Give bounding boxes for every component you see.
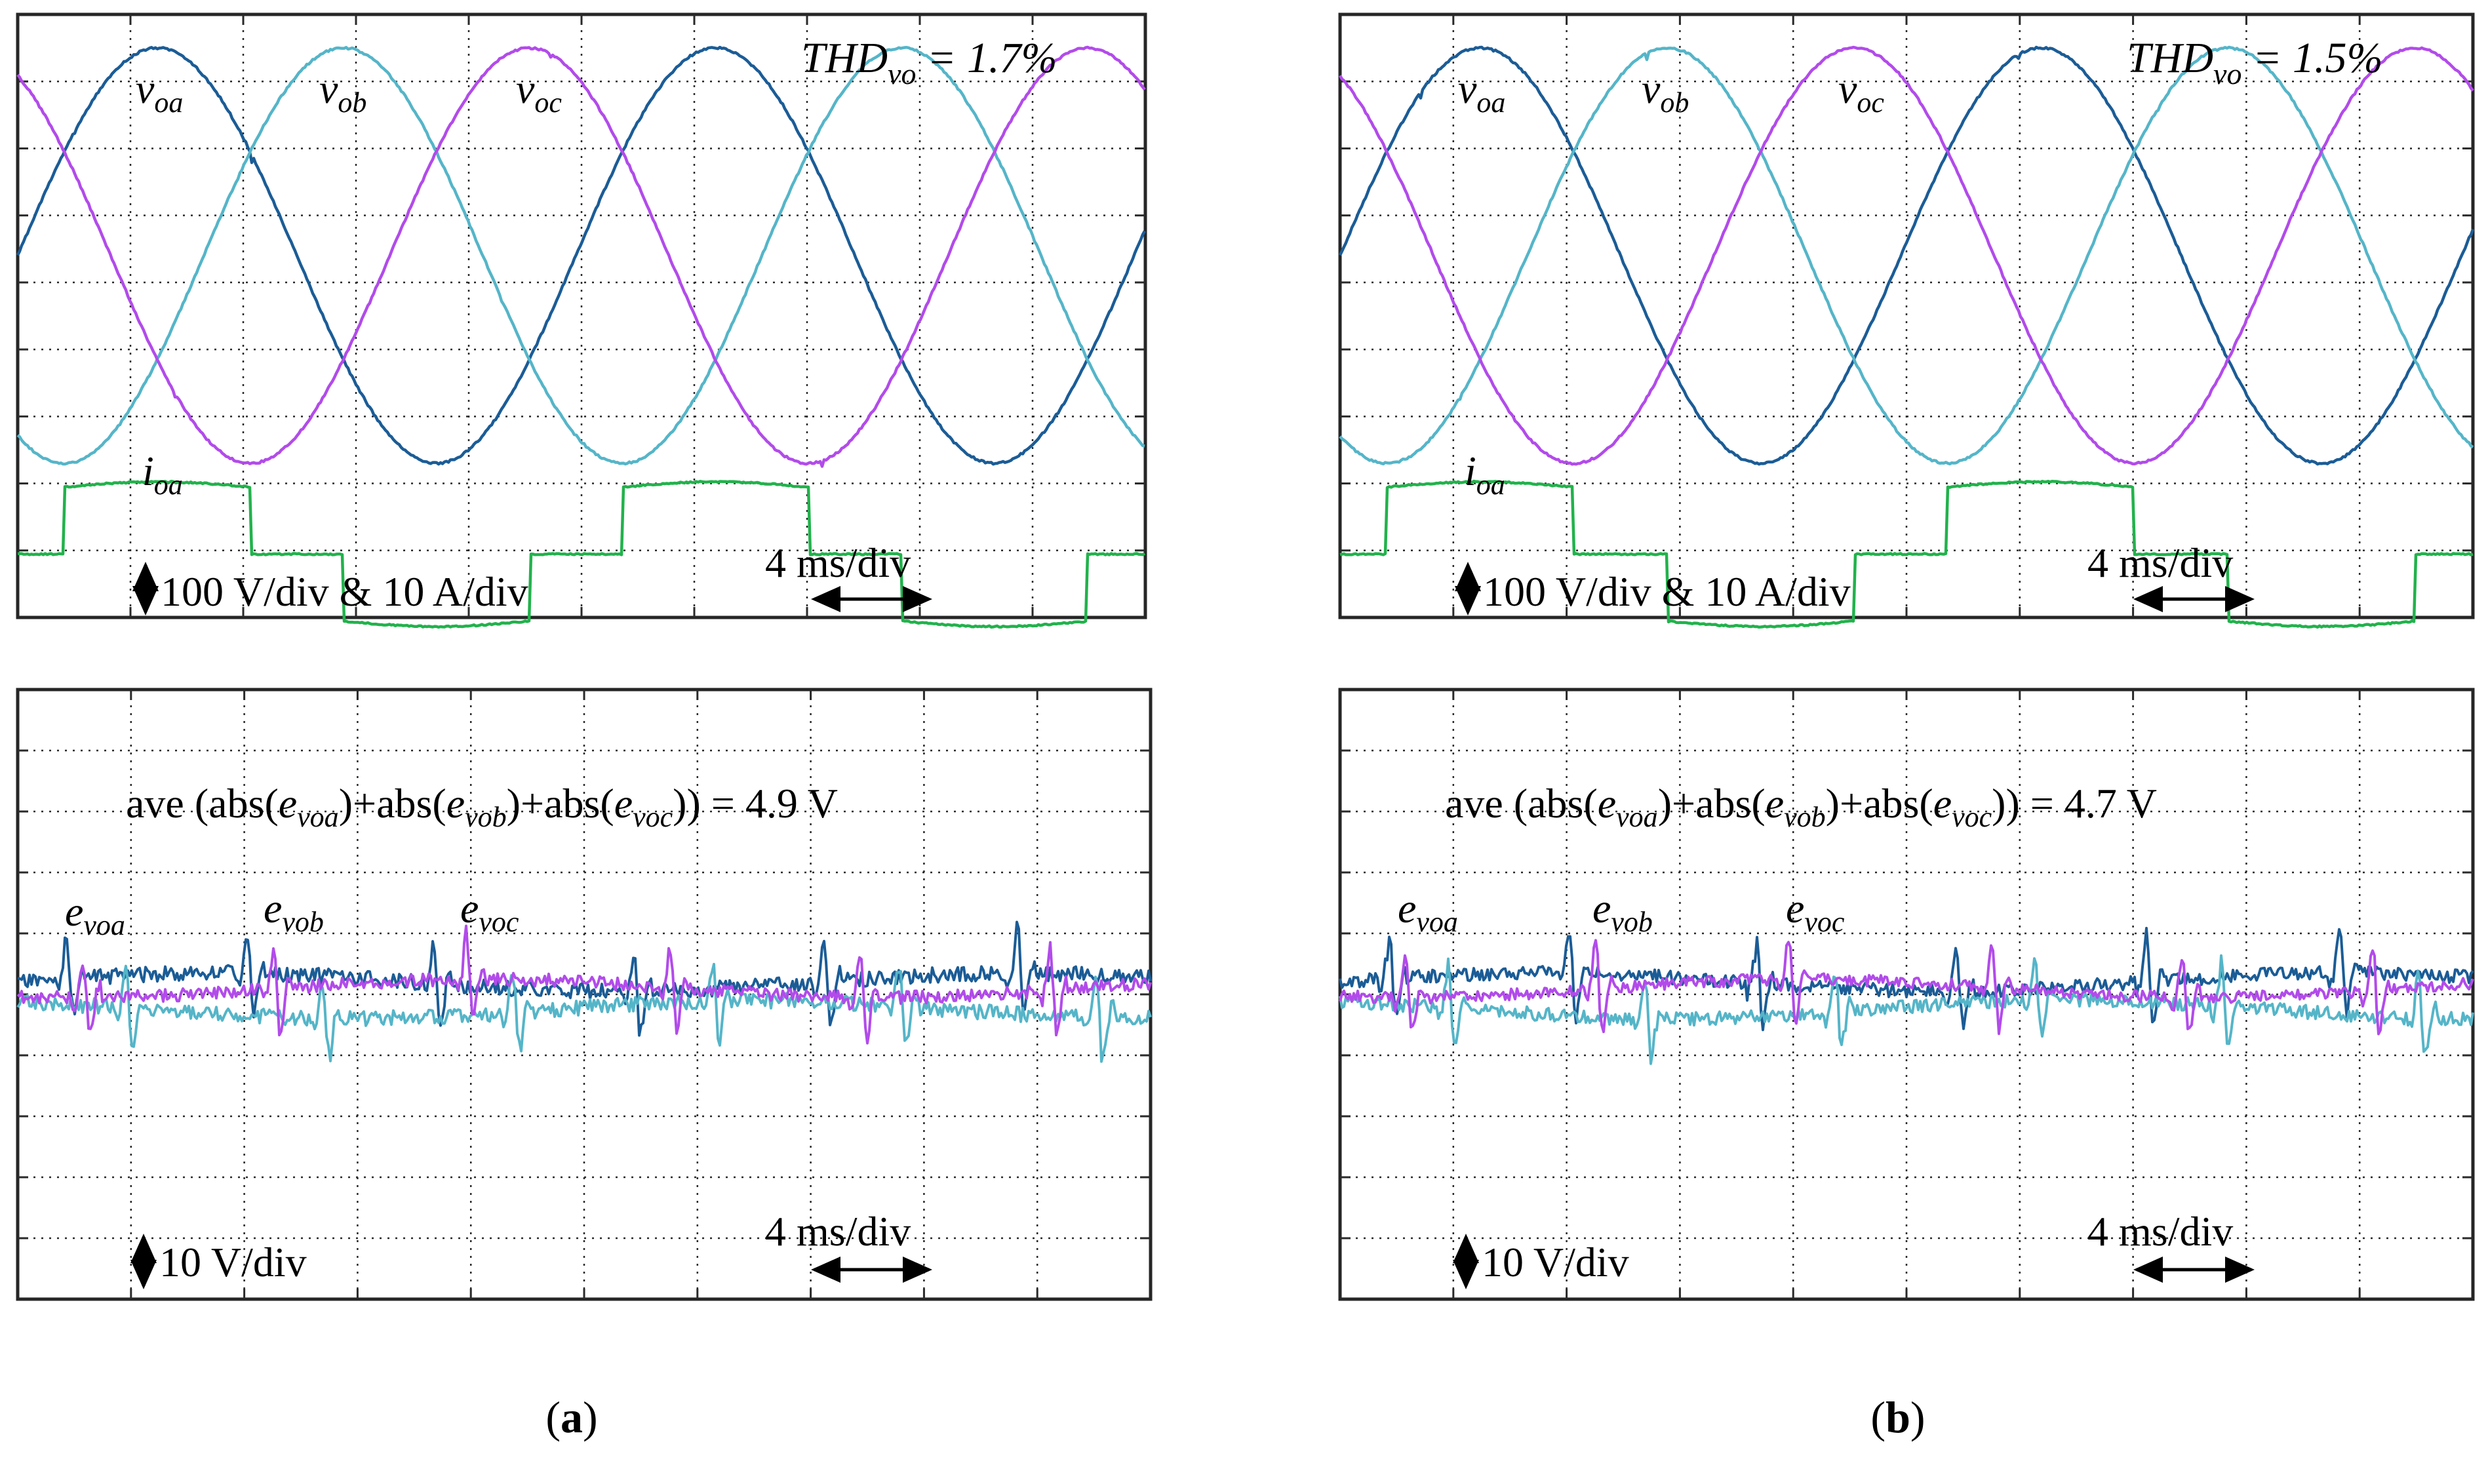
scope-b-top: THDvo = 1.5% voa vob voc ioa 100 V/div &… — [1338, 12, 2475, 629]
series-v-oc — [1339, 45, 2474, 466]
series-e-voc — [1339, 939, 2474, 1036]
label-e-voc: evoc — [1786, 885, 1845, 938]
scope-frame — [1338, 12, 2475, 619]
label-e-voa: evoa — [65, 888, 125, 941]
scope-frame — [16, 12, 1147, 619]
scope-a-bottom: ave (abs(evoa)+abs(evob)+abs(evoc)) = 4.… — [16, 688, 1153, 1301]
thd-label: THDvo = 1.7% — [801, 34, 1057, 90]
series-v-oc — [16, 45, 1146, 468]
time-scale-label: 4 ms/div — [2087, 1208, 2233, 1255]
label-i-oa: ioa — [142, 448, 183, 501]
caption-b: (b) — [1870, 1392, 1925, 1442]
series-i-oa — [1339, 479, 2474, 629]
scope-grid — [1340, 14, 2473, 617]
thd-label: THDvo = 1.5% — [2127, 34, 2382, 90]
series-e-vob — [16, 962, 1152, 1063]
svg-text:THDvo = 1.5%: THDvo = 1.5% — [2127, 34, 2382, 90]
vertical-scale-label: 10 V/div — [159, 1239, 307, 1285]
series-v-oa — [16, 45, 1146, 466]
series-i-oa — [17, 480, 1146, 629]
vertical-scale-label: 100 V/div & 10 A/div — [161, 568, 528, 615]
label-e-voc: evoc — [460, 885, 519, 938]
label-v-oa: voa — [136, 66, 183, 119]
ave-error-label: ave (abs(evoa)+abs(evob)+abs(evoc)) = 4.… — [126, 780, 838, 833]
series-v-ob — [16, 46, 1145, 466]
label-v-oc: voc — [516, 66, 562, 119]
scope-grid — [18, 690, 1151, 1299]
series-e-voc — [16, 924, 1152, 1045]
svg-text:THDvo = 1.7%: THDvo = 1.7% — [801, 34, 1057, 90]
label-v-oa: voa — [1458, 66, 1505, 119]
label-v-ob: vob — [1642, 66, 1689, 119]
ave-error-label: ave (abs(evoa)+abs(evob)+abs(evoc)) = 4.… — [1445, 780, 2157, 833]
vertical-scale-label: 100 V/div & 10 A/div — [1483, 568, 1851, 615]
series-v-ob — [1339, 45, 2474, 466]
panel-b: THDvo = 1.5% voa vob voc ioa 100 V/div &… — [1338, 12, 2475, 1442]
scope-b-bottom: ave (abs(evoa)+abs(evob)+abs(evoc)) = 4.… — [1338, 688, 2475, 1301]
series-e-vob — [1339, 954, 2474, 1065]
time-scale-label: 4 ms/div — [765, 539, 911, 586]
time-scale-label: 4 ms/div — [2087, 539, 2233, 586]
vertical-scale-label: 10 V/div — [1482, 1239, 1629, 1285]
label-v-ob: vob — [319, 66, 366, 119]
label-e-vob: evob — [1592, 885, 1653, 938]
label-v-oc: voc — [1838, 66, 1884, 119]
series-e-voa — [1339, 927, 2474, 1032]
time-scale-label: 4 ms/div — [765, 1208, 911, 1255]
label-e-voa: evoa — [1398, 885, 1458, 938]
scope-a-top: THDvo = 1.7% voa vob voc ioa 100 V/div &… — [16, 12, 1147, 629]
series-v-oa — [1338, 45, 2475, 466]
label-i-oa: ioa — [1465, 448, 1505, 501]
caption-a: (a) — [545, 1392, 597, 1442]
series-e-voa — [17, 920, 1152, 1037]
label-e-vob: evob — [264, 885, 324, 938]
panel-a: THDvo = 1.7% voa vob voc ioa 100 V/div &… — [16, 12, 1153, 1442]
